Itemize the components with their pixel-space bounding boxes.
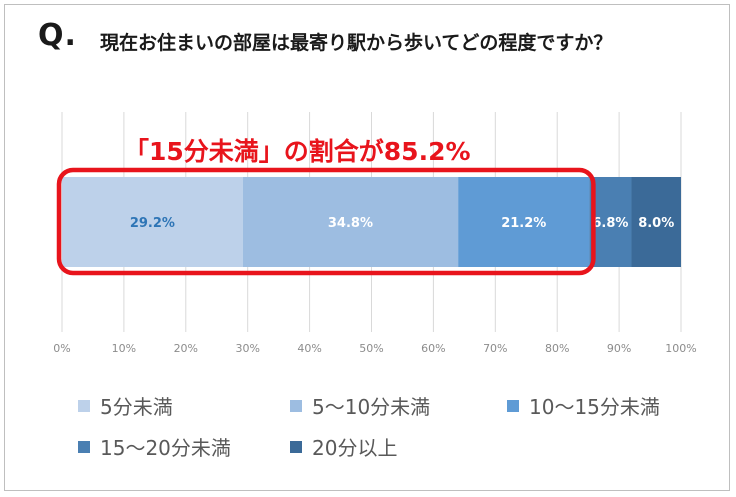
x-tick-label: 0% [53, 342, 70, 355]
callout-text: 「15分未満」の割合が85.2% [124, 137, 471, 166]
x-tick-label: 60% [421, 342, 445, 355]
legend-swatch [290, 400, 302, 412]
legend: 5分未満 5〜10分未満 10〜15分未満 15〜20分未満 20分以上 [78, 395, 660, 460]
data-label: 34.8% [328, 216, 373, 231]
legend-label: 10〜15分未満 [529, 395, 660, 419]
x-tick-label: 100% [665, 342, 696, 355]
x-tick-label: 90% [607, 342, 631, 355]
bar-segment [589, 177, 632, 267]
legend-label: 15〜20分未満 [100, 436, 231, 460]
data-label: 29.2% [130, 216, 175, 231]
bar-segments [62, 177, 681, 267]
legend-swatch [78, 441, 90, 453]
legend-swatch [78, 400, 90, 412]
x-tick-label: 70% [483, 342, 507, 355]
bar-segment [62, 177, 243, 267]
data-label: 8.0% [638, 216, 674, 231]
legend-swatch [290, 441, 302, 453]
legend-label: 5分未満 [100, 395, 173, 419]
x-axis-ticks: 0% 10% 20% 30% 40% 50% 60% 70% 80% 90% 100% [53, 342, 696, 355]
highlight-box [56, 167, 596, 276]
legend-swatch [507, 400, 519, 412]
legend-label: 5〜10分未満 [312, 395, 430, 419]
x-tick-label: 20% [174, 342, 198, 355]
bar-segment [242, 177, 459, 267]
x-tick-label: 30% [235, 342, 259, 355]
question-title: 現在お住まいの部屋は最寄り駅から歩いてどの程度ですか？ [100, 32, 613, 54]
x-tick-label: 40% [297, 342, 321, 355]
bar-segment [631, 177, 681, 267]
x-tick-label: 50% [359, 342, 383, 355]
data-label: 6.8% [592, 216, 628, 231]
question-mark: Q. [38, 18, 77, 53]
legend-label: 20分以上 [312, 436, 397, 460]
x-tick-label: 10% [112, 342, 136, 355]
x-tick-label: 80% [545, 342, 569, 355]
bar-segment [458, 177, 590, 267]
segment-labels: 29.2% 34.8% 21.2% 6.8% 8.0% [130, 216, 674, 231]
data-label: 21.2% [501, 216, 546, 231]
